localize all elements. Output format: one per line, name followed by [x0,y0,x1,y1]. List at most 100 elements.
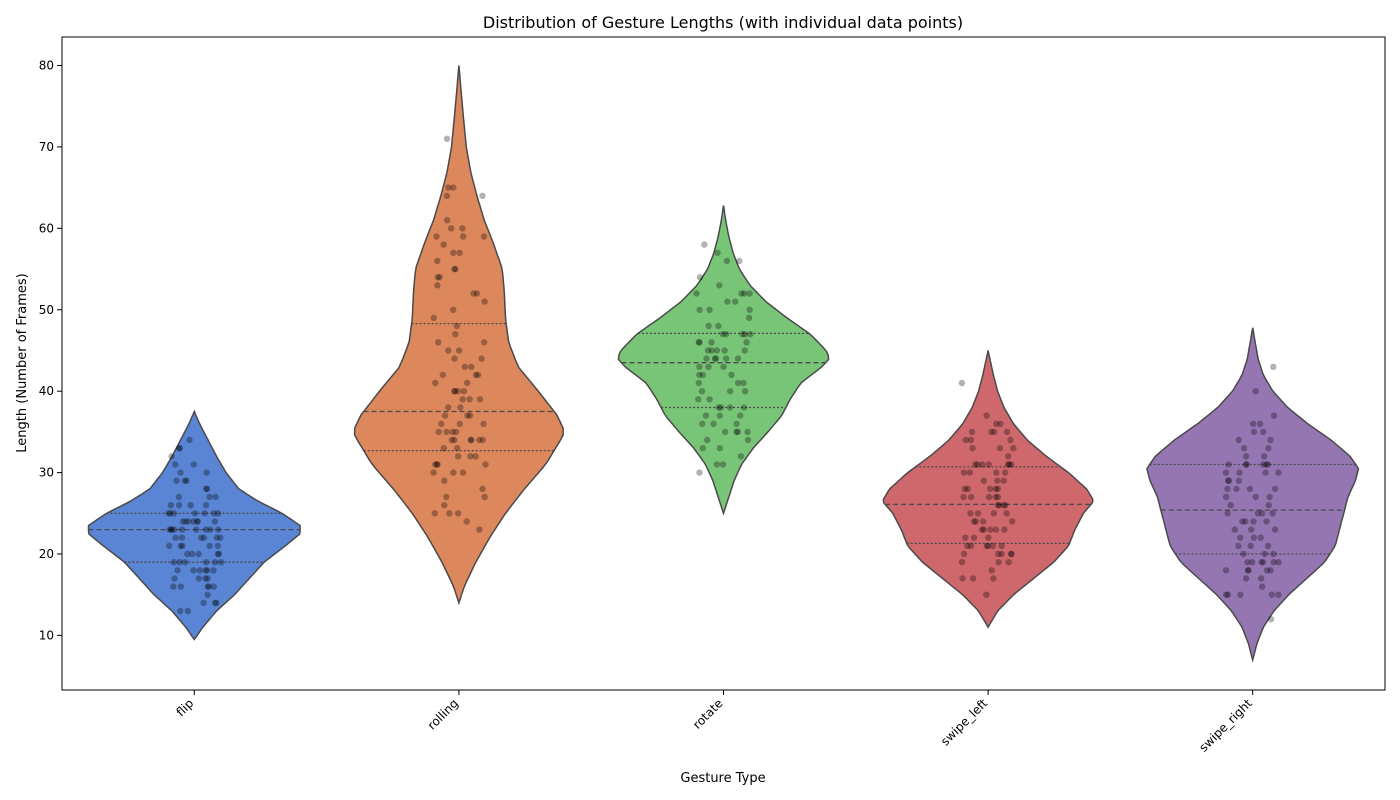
data-point [696,363,703,370]
data-point [711,355,719,362]
data-point [455,347,463,354]
data-point [726,404,734,411]
data-point [170,559,177,566]
data-point [452,428,460,436]
data-point [964,542,971,550]
data-point [970,534,978,541]
data-point [1225,477,1233,484]
data-point [204,575,211,582]
data-point [168,453,175,460]
data-point [1254,510,1262,517]
data-point [1270,363,1277,370]
data-point [480,420,487,427]
chart-title: Distribution of Gesture Lengths (with in… [483,13,963,32]
data-point [738,290,745,297]
data-point [181,477,189,484]
data-point [467,453,474,460]
data-point [958,379,966,387]
data-point [696,469,703,476]
data-point [444,217,451,224]
data-point [993,420,1000,427]
data-point [959,575,966,582]
data-point [433,233,440,240]
data-point [1258,575,1265,582]
data-point [176,559,183,566]
data-point [451,265,458,273]
data-point [1224,477,1232,484]
data-point [719,331,726,338]
data-point [995,559,1002,566]
data-point [202,559,210,566]
data-point [214,510,222,517]
data-point [451,355,458,362]
data-point [714,249,721,256]
data-point [439,371,446,379]
data-point [1237,591,1244,598]
data-point [202,567,209,574]
data-point [474,371,482,379]
data-point [206,542,213,550]
data-point [430,469,437,476]
data-point [217,534,224,541]
data-point [172,461,179,468]
data-point [1267,567,1274,574]
data-point [732,298,739,305]
data-point [1260,428,1267,436]
data-point [969,445,976,452]
data-point [703,355,710,362]
data-point [1000,502,1008,509]
data-point [446,510,453,517]
data-point [202,526,210,533]
data-point [455,453,462,460]
data-point [451,436,458,444]
data-point [450,469,457,476]
data-point [705,363,712,370]
data-point [702,412,710,419]
data-point [1250,420,1257,427]
data-point [724,298,731,305]
data-point [715,404,722,411]
data-point [1227,502,1234,509]
data-point [190,461,197,468]
data-point [452,331,459,338]
data-point [969,575,977,582]
data-point [704,436,711,444]
data-point [723,257,731,265]
data-point [178,534,186,541]
data-point [1265,502,1273,509]
data-point [1263,518,1270,525]
data-point [441,502,448,509]
data-point [479,192,486,199]
data-point [448,225,455,232]
data-point [1264,461,1272,468]
data-point [168,526,175,533]
data-point [466,412,474,419]
data-point [450,249,457,256]
data-point [960,469,968,476]
data-point [445,184,452,191]
data-point [191,510,199,517]
data-point [1003,428,1011,436]
violin-swipe_left [882,350,1094,629]
x-tick-label: flip [173,696,196,719]
data-point [478,355,485,362]
data-point [1231,526,1239,533]
data-point [733,428,740,436]
data-point [705,322,712,330]
data-point [1268,591,1276,598]
data-point [188,550,196,558]
data-point [1235,477,1243,484]
data-point [1266,493,1273,501]
data-point [432,379,439,387]
data-point [708,347,715,354]
data-point [435,339,442,346]
data-point [177,583,185,590]
data-point [449,428,456,436]
data-point [991,428,998,436]
data-point [1260,461,1267,468]
data-point [204,591,211,598]
data-point [985,493,993,501]
data-point [1004,461,1012,468]
data-point [701,241,708,248]
data-point [979,526,986,533]
